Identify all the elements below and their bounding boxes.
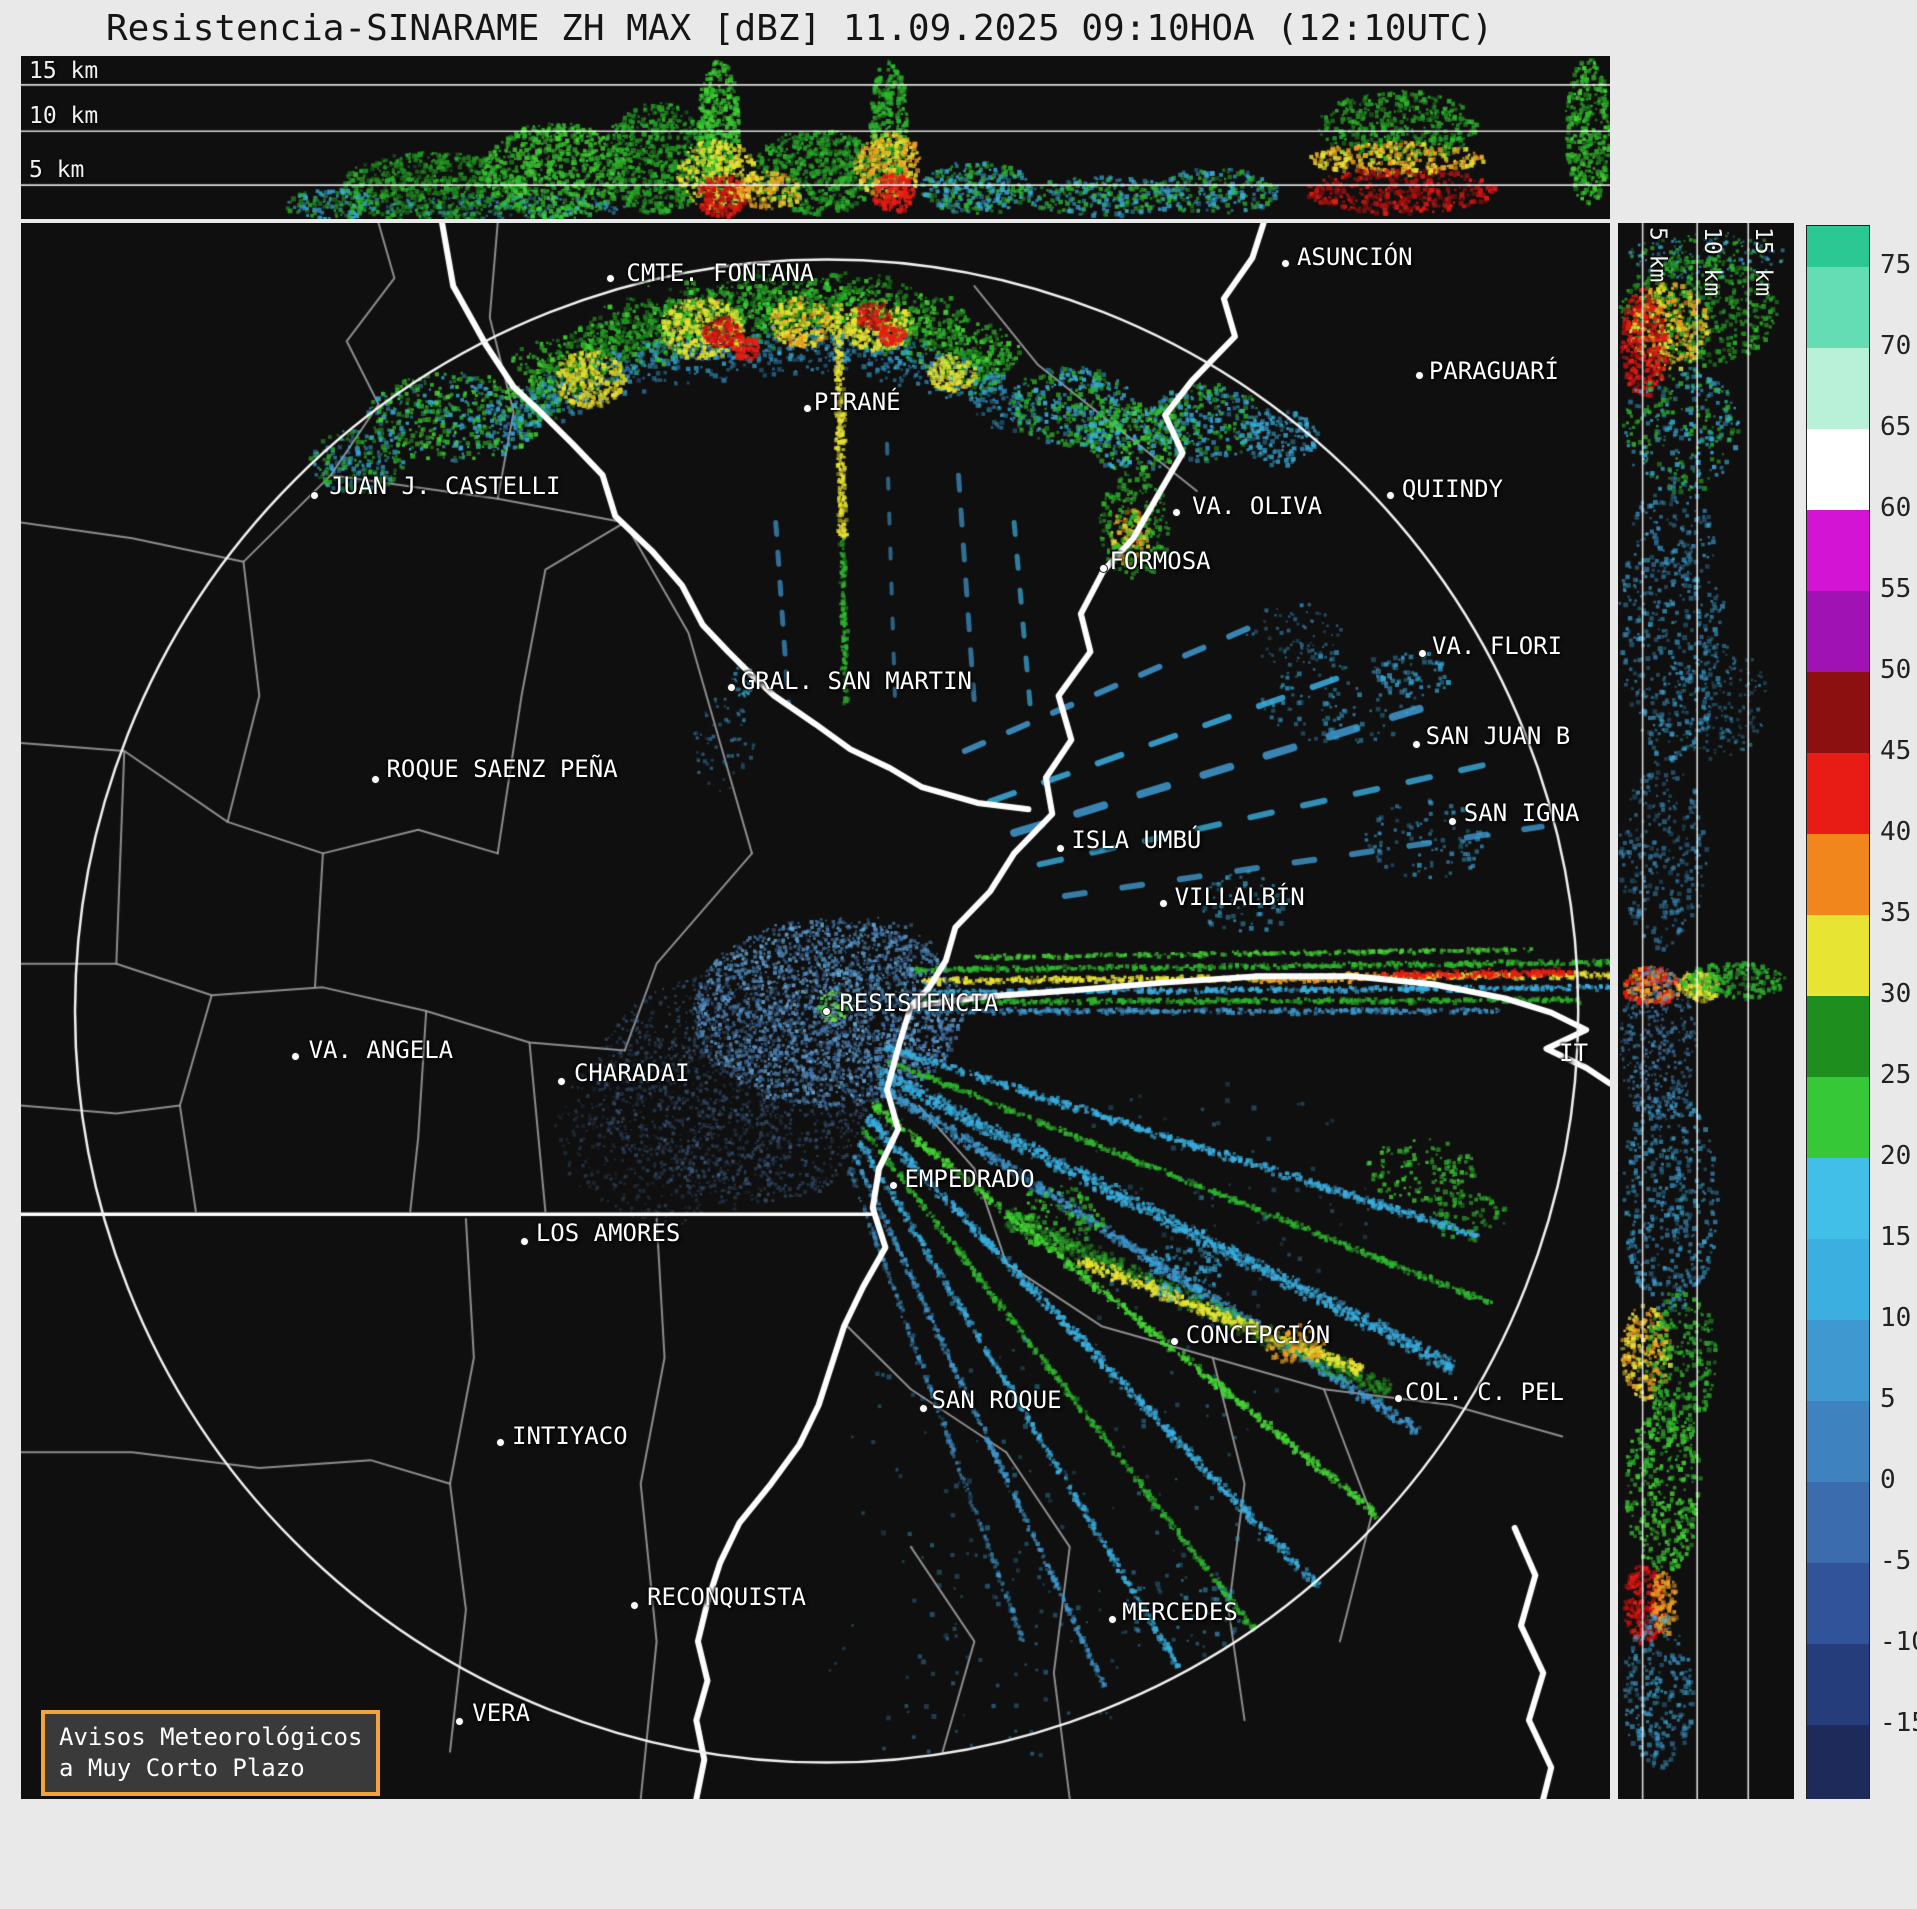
colorbar-segment xyxy=(1807,590,1869,672)
colorbar-tick-label: 70 xyxy=(1880,331,1912,362)
right-cross-section-panel: 5 km 10 km 15 km xyxy=(1618,223,1794,1799)
colorbar-segment xyxy=(1807,1238,1869,1320)
colorbar-segment xyxy=(1807,1157,1869,1239)
colorbar-tick-label: 20 xyxy=(1880,1141,1912,1172)
colorbar-segment xyxy=(1807,1319,1869,1401)
colorbar-tick-label: 5 xyxy=(1880,1384,1896,1415)
colorbar-segment xyxy=(1807,226,1869,268)
colorbar-segment xyxy=(1807,1643,1869,1725)
colorbar-tick-label: -15 xyxy=(1880,1708,1917,1739)
footer: Servicio Meteorológico Nacional Argentin… xyxy=(0,1799,1917,1909)
warning-box[interactable]: Avisos Meteorológicos a Muy Corto Plazo xyxy=(41,1710,381,1797)
colorbar-tick-label: 15 xyxy=(1880,1222,1912,1253)
colorbar-segment xyxy=(1807,509,1869,591)
colorbar-segment xyxy=(1807,833,1869,915)
colorbar-segment xyxy=(1807,752,1869,834)
colorbar-segment xyxy=(1807,1400,1869,1482)
warning-line-1: Avisos Meteorológicos xyxy=(59,1723,363,1751)
colorbar-tick-label: 35 xyxy=(1880,898,1912,929)
page-title: Resistencia-SINARAME ZH MAX [dBZ] 11.09.… xyxy=(106,8,1494,49)
radar-map-panel: CMTE. FONTANA ASUNCIÓN PARAGUARÍ PIRANÉ JUAN… xyxy=(21,223,1610,1799)
colorbar-tick-label: 25 xyxy=(1880,1060,1912,1091)
colorbar-tick-label: -5 xyxy=(1880,1546,1912,1577)
colorbar-tick-label: 65 xyxy=(1880,412,1912,443)
colorbar-segment xyxy=(1807,1481,1869,1563)
colorbar-segment xyxy=(1807,347,1869,430)
colorbar-tick-label: 75 xyxy=(1880,250,1912,281)
colorbar-tick-label: 60 xyxy=(1880,493,1912,524)
colorbar xyxy=(1806,225,1870,1806)
colorbar-segment xyxy=(1807,671,1869,753)
warning-line-2: a Muy Corto Plazo xyxy=(59,1754,305,1783)
colorbar-segment xyxy=(1807,914,1869,996)
colorbar-tick-label: -10 xyxy=(1880,1627,1917,1658)
colorbar-segment xyxy=(1807,266,1869,349)
colorbar-segment xyxy=(1807,1076,1869,1158)
right-cross-section-canvas xyxy=(1618,223,1794,1799)
colorbar-tick-label: 10 xyxy=(1880,1303,1912,1334)
colorbar-tick-label: 40 xyxy=(1880,817,1912,848)
colorbar-tick-label: 55 xyxy=(1880,574,1912,605)
top-cross-section-panel: 15 km 10 km 5 km xyxy=(21,56,1610,219)
radar-map-canvas xyxy=(21,223,1610,1799)
colorbar-segment xyxy=(1807,995,1869,1077)
colorbar-tick-label: 50 xyxy=(1880,655,1912,686)
colorbar-segment xyxy=(1807,428,1869,510)
colorbar-segment xyxy=(1807,1724,1869,1806)
colorbar-segment xyxy=(1807,1562,1869,1644)
top-cross-section-canvas xyxy=(21,56,1610,219)
colorbar-tick-label: 45 xyxy=(1880,736,1912,767)
colorbar-tick-label: 0 xyxy=(1880,1465,1896,1496)
colorbar-tick-label: 30 xyxy=(1880,979,1912,1010)
